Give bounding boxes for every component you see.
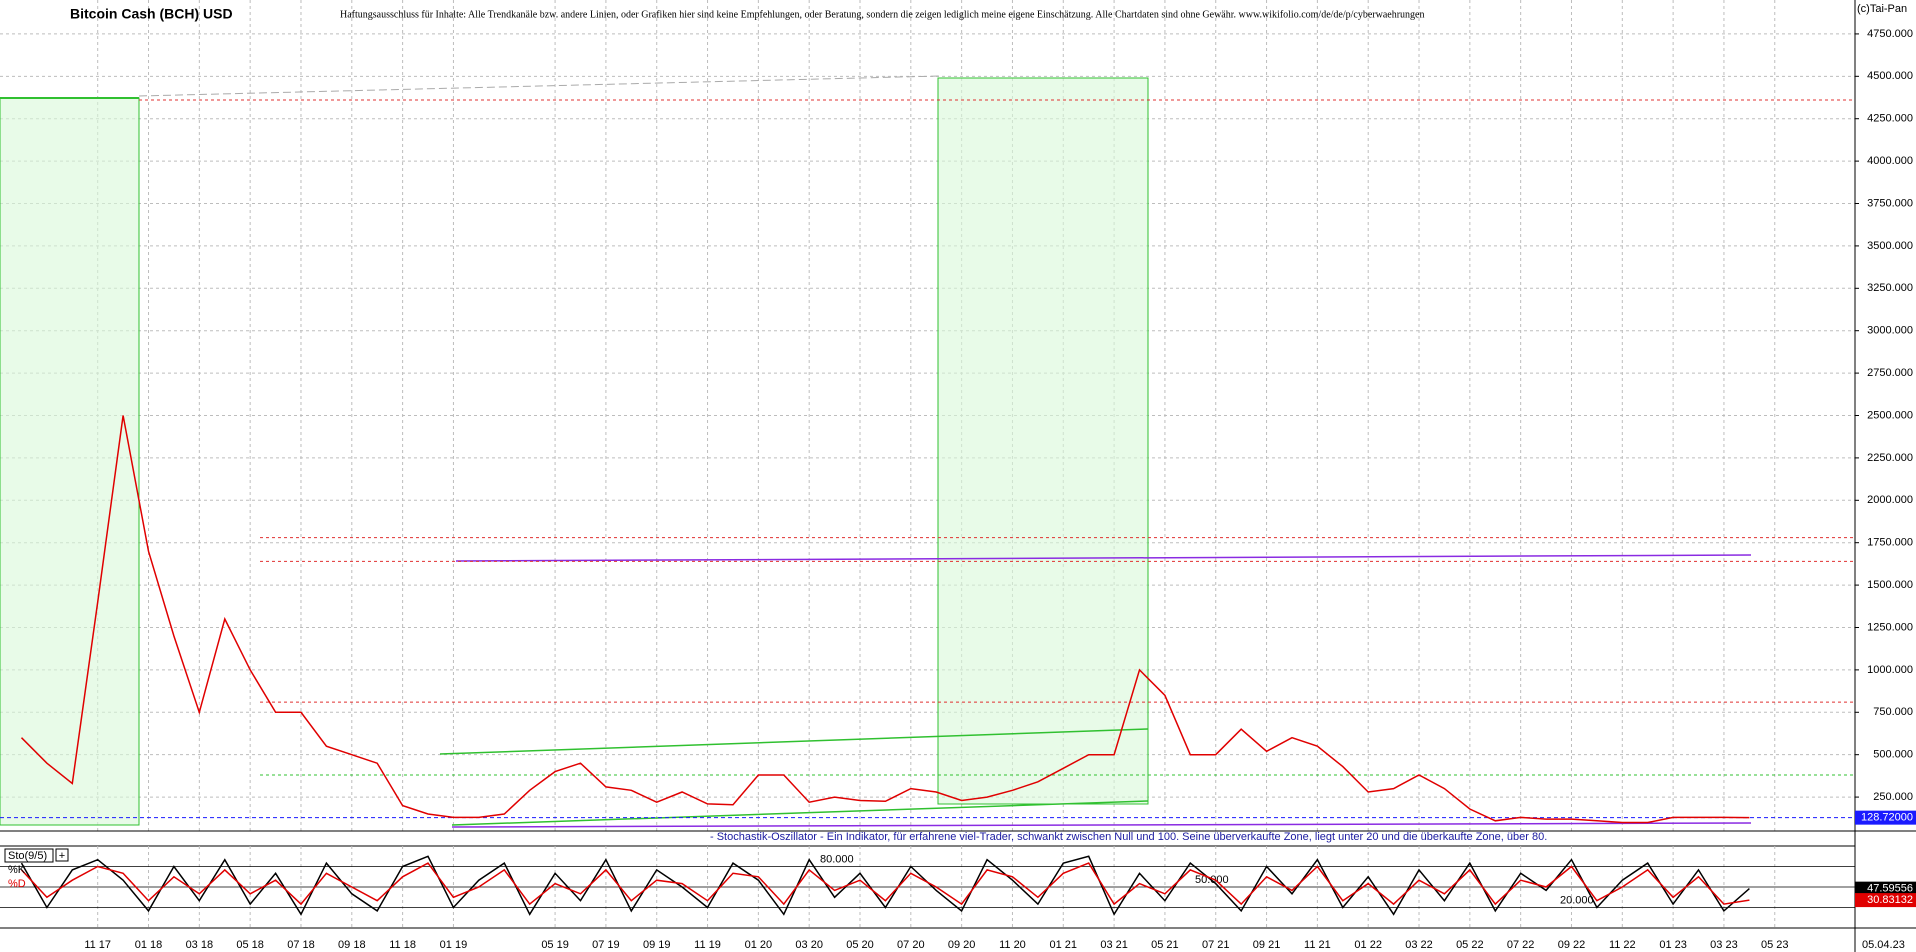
x-tick-label: 03 20 bbox=[795, 939, 823, 951]
x-tick-label: 05 20 bbox=[846, 939, 874, 951]
trend-line bbox=[455, 554, 1752, 562]
y-tick-label: 4500.000 bbox=[1867, 70, 1913, 82]
y-tick-label: 2000.000 bbox=[1867, 494, 1913, 506]
trend-line bbox=[439, 728, 1149, 755]
x-tick-label: 07 22 bbox=[1507, 939, 1535, 951]
x-tick-label: 05 23 bbox=[1761, 939, 1789, 951]
add-button-icon: + bbox=[59, 850, 65, 862]
y-tick-label: 3000.000 bbox=[1867, 325, 1913, 337]
y-tick-label: 4250.000 bbox=[1867, 113, 1913, 125]
indicator-value-box bbox=[1855, 893, 1916, 908]
indicator-tick-label: 80.000 bbox=[820, 853, 854, 865]
add-button[interactable] bbox=[55, 848, 69, 862]
indicator-legend: %D bbox=[8, 878, 26, 890]
x-tick-label: 07 18 bbox=[287, 939, 315, 951]
y-tick-label: 500.000 bbox=[1873, 749, 1913, 761]
y-tick-label: 1500.000 bbox=[1867, 579, 1913, 591]
indicator-line bbox=[20, 855, 1750, 916]
x-tick-label: 05 19 bbox=[541, 939, 569, 951]
indicator-value: 47.59556 bbox=[1867, 883, 1913, 895]
x-tick-label: 01 18 bbox=[135, 939, 163, 951]
indicator-description: - Stochastik-Oszillator - Ein Indikator,… bbox=[710, 831, 1547, 843]
last-date: 05.04.23 bbox=[1862, 939, 1905, 951]
x-tick-label: 01 23 bbox=[1659, 939, 1687, 951]
indicator-line bbox=[20, 862, 1750, 906]
y-tick-label: 250.000 bbox=[1873, 791, 1913, 803]
x-tick-label: 01 20 bbox=[745, 939, 773, 951]
indicator-box bbox=[4, 848, 54, 863]
price-line bbox=[20, 415, 1750, 824]
x-tick-label: 03 22 bbox=[1405, 939, 1433, 951]
x-tick-label: 11 17 bbox=[84, 939, 111, 951]
x-tick-label: 09 22 bbox=[1558, 939, 1586, 951]
x-tick-label: 09 18 bbox=[338, 939, 366, 951]
disclaimer: Haftungsausschluss für Inhalte: Alle Tre… bbox=[340, 9, 1425, 20]
x-tick-label: 11 21 bbox=[1304, 939, 1331, 951]
copyright: (c)Tai-Pan bbox=[1857, 3, 1907, 15]
x-tick-label: 11 18 bbox=[389, 939, 416, 951]
x-tick-label: 07 19 bbox=[592, 939, 620, 951]
y-tick-label: 2250.000 bbox=[1867, 452, 1913, 464]
y-tick-label: 2500.000 bbox=[1867, 409, 1913, 421]
current-price-label: 128.72000 bbox=[1861, 812, 1913, 824]
trend-line bbox=[451, 800, 1149, 826]
x-tick-label: 09 21 bbox=[1253, 939, 1281, 951]
indicator-value-box bbox=[1855, 881, 1916, 896]
y-tick-label: 3750.000 bbox=[1867, 197, 1913, 209]
x-tick-label: 11 22 bbox=[1609, 939, 1636, 951]
x-tick-label: 01 19 bbox=[440, 939, 468, 951]
x-tick-label: 03 18 bbox=[186, 939, 214, 951]
x-tick-label: 01 21 bbox=[1050, 939, 1078, 951]
y-tick-label: 3500.000 bbox=[1867, 240, 1913, 252]
x-tick-label: 11 19 bbox=[694, 939, 721, 951]
x-tick-label: 09 19 bbox=[643, 939, 671, 951]
y-tick-label: 4000.000 bbox=[1867, 155, 1913, 167]
y-tick-label: 1750.000 bbox=[1867, 537, 1913, 549]
indicator-legend: %K bbox=[8, 864, 26, 876]
trend-line bbox=[451, 822, 1752, 828]
x-tick-label: 11 20 bbox=[999, 939, 1026, 951]
x-tick-label: 01 22 bbox=[1354, 939, 1382, 951]
y-tick-label: 2750.000 bbox=[1867, 367, 1913, 379]
current-price-box bbox=[1855, 810, 1916, 825]
x-tick-label: 09 20 bbox=[948, 939, 976, 951]
indicator-value: 30.83132 bbox=[1867, 894, 1913, 906]
chart-title: Bitcoin Cash (BCH) USD bbox=[70, 6, 233, 22]
x-tick-label: 03 23 bbox=[1710, 939, 1738, 951]
x-tick-label: 05 22 bbox=[1456, 939, 1484, 951]
y-tick-label: 3250.000 bbox=[1867, 282, 1913, 294]
highlight-zone bbox=[0, 97, 140, 826]
indicator-title: Sto(9/5) bbox=[8, 850, 47, 862]
y-tick-label: 1000.000 bbox=[1867, 664, 1913, 676]
x-tick-label: 07 20 bbox=[897, 939, 925, 951]
x-tick-label: 03 21 bbox=[1100, 939, 1128, 951]
y-tick-label: 4750.000 bbox=[1867, 28, 1913, 40]
indicator-tick-label: 20.000 bbox=[1560, 894, 1594, 906]
x-tick-label: 05 21 bbox=[1151, 939, 1179, 951]
x-tick-label: 05 18 bbox=[236, 939, 264, 951]
highlight-zone bbox=[937, 77, 1149, 805]
trend-line bbox=[138, 75, 941, 97]
y-tick-label: 1250.000 bbox=[1867, 621, 1913, 633]
y-tick-label: 750.000 bbox=[1873, 706, 1913, 718]
x-tick-label: 07 21 bbox=[1202, 939, 1230, 951]
